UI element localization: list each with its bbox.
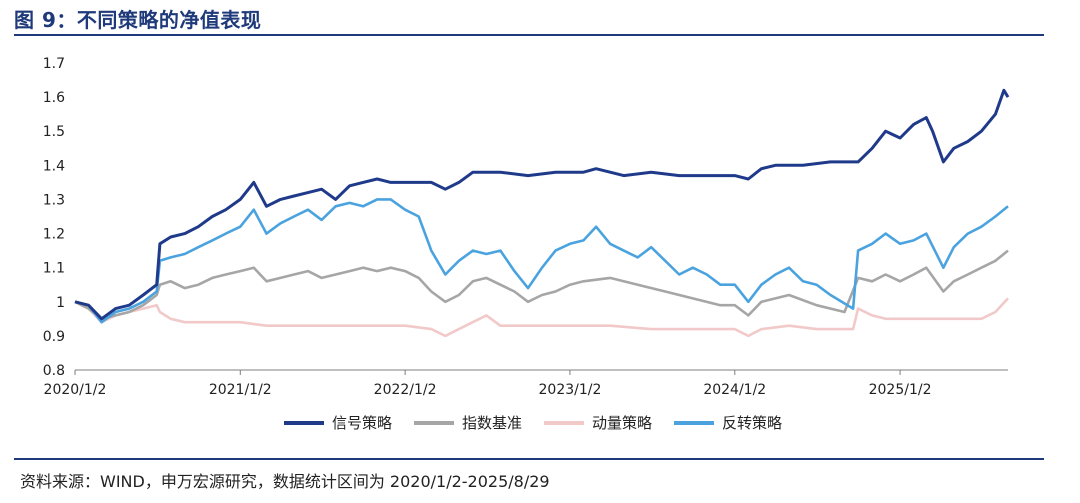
legend-swatch-series-2 <box>544 420 584 425</box>
y-tick-label: 1.2 <box>43 227 65 243</box>
x-tick-label: 2022/1/2 <box>374 382 437 398</box>
y-tick-label: 1 <box>56 295 65 311</box>
x-tick-label: 2021/1/2 <box>209 382 272 398</box>
line-chart: 0.8 0.9 1 1.1 1.2 1.3 1.4 1.5 1.6 1.7 2020/1/2 2021… <box>43 56 1010 398</box>
footer-divider <box>14 458 1044 460</box>
source-note: 资料来源：WIND，申万宏源研究，数据统计区间为 2020/1/2-2025/8… <box>20 472 550 491</box>
legend-item-series-2: 动量策略 <box>544 412 652 433</box>
y-tick-label: 1.1 <box>43 261 65 277</box>
legend-swatch-series-0 <box>284 420 324 425</box>
y-tick-label: 0.8 <box>43 363 65 379</box>
y-tick-label: 1.3 <box>43 192 65 208</box>
legend-label-series-1: 指数基准 <box>462 414 523 432</box>
x-tick-label: 2023/1/2 <box>539 382 602 398</box>
y-tick-label: 0.9 <box>43 329 65 345</box>
chart-legend: 信号策略 指数基准 动量策略 反转策略 <box>0 412 1080 440</box>
legend-item-series-1: 指数基准 <box>414 412 522 433</box>
series-line-1 <box>74 249 1009 321</box>
figure-title: 图 9：不同策略的净值表现 <box>14 8 262 32</box>
legend-item-series-3: 反转策略 <box>674 412 782 433</box>
legend-swatch-series-1 <box>414 420 454 425</box>
series-line-3 <box>74 198 1009 324</box>
x-tick-label: 2024/1/2 <box>703 382 766 398</box>
x-tick-label: 2025/1/2 <box>869 382 932 398</box>
y-tick-label: 1.5 <box>43 124 65 140</box>
legend-item-series-0: 信号策略 <box>284 412 392 433</box>
series-line-2 <box>74 297 1009 338</box>
legend-label-series-2: 动量策略 <box>592 414 653 432</box>
series-line-0 <box>74 88 1010 321</box>
title-divider <box>14 34 1044 36</box>
legend-label-series-3: 反转策略 <box>722 414 783 432</box>
x-tick-label: 2020/1/2 <box>44 382 107 398</box>
y-tick-label: 1.4 <box>43 158 65 174</box>
legend-swatch-series-3 <box>674 420 714 425</box>
legend-label-series-0: 信号策略 <box>332 414 393 432</box>
y-tick-label: 1.6 <box>43 90 65 106</box>
y-tick-label: 1.7 <box>43 56 65 72</box>
